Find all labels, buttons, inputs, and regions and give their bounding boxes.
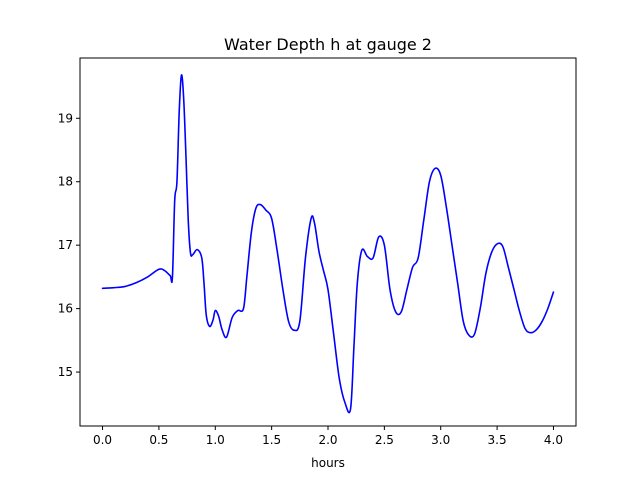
x-tick-label: 3.0 (431, 433, 450, 447)
y-tick-label: 17 (58, 238, 73, 252)
x-tick-label: 2.0 (318, 433, 337, 447)
y-tick-label: 16 (58, 302, 73, 316)
x-tick-label: 1.5 (262, 433, 281, 447)
chart-title: Water Depth h at gauge 2 (224, 35, 432, 54)
y-axis-ticks: 15 16 17 18 19 (58, 111, 80, 379)
x-tick-label: 0.0 (93, 433, 112, 447)
y-tick-label: 19 (58, 111, 73, 125)
x-axis-label: hours (311, 456, 345, 470)
series-line-water-depth (101, 74, 555, 414)
x-tick-label: 2.5 (375, 433, 394, 447)
y-tick-label: 15 (58, 365, 73, 379)
x-axis-ticks: 0.0 0.5 1.0 1.5 2.0 2.5 3.0 3.5 4.0 (93, 426, 563, 447)
y-tick-label: 18 (58, 175, 73, 189)
x-tick-label: 1.0 (206, 433, 225, 447)
x-tick-label: 4.0 (544, 433, 563, 447)
x-tick-label: 0.5 (149, 433, 168, 447)
x-tick-label: 3.5 (488, 433, 507, 447)
